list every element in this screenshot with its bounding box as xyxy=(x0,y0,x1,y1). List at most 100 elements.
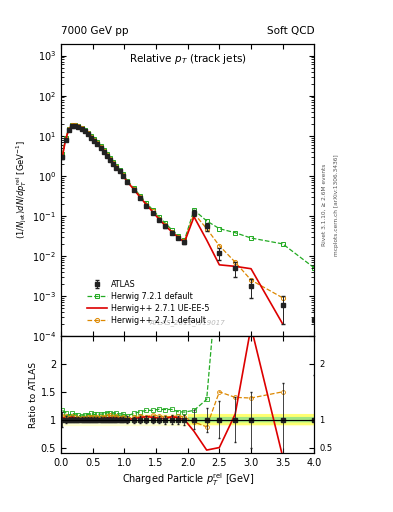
Herwig 7.2.1 default xyxy=(70,121,74,127)
Text: ATLAS_2011_I919017: ATLAS_2011_I919017 xyxy=(150,319,226,326)
Herwig++ 2.7.1 UE-EE-5 xyxy=(89,134,94,140)
Herwig++ 2.7.1 default xyxy=(108,156,112,162)
Herwig++ 2.7.1 UE-EE-5 xyxy=(70,122,74,129)
Herwig 7.2.1 default xyxy=(79,124,84,131)
Herwig++ 2.7.1 UE-EE-5 xyxy=(249,266,253,272)
Herwig++ 2.7.1 default xyxy=(163,222,168,228)
Herwig++ 2.7.1 default xyxy=(70,122,74,129)
Text: Relative $p_T$ (track jets): Relative $p_T$ (track jets) xyxy=(129,52,246,66)
Herwig 7.2.1 default xyxy=(66,125,71,132)
Herwig++ 2.7.1 UE-EE-5 xyxy=(79,125,84,132)
Herwig++ 2.7.1 default xyxy=(182,239,187,245)
Herwig 7.2.1 default xyxy=(114,162,119,168)
Herwig 7.2.1 default xyxy=(82,127,87,133)
Herwig 7.2.1 default xyxy=(73,121,77,127)
Herwig 7.2.1 default xyxy=(151,207,155,213)
Y-axis label: $(1/N_\mathrm{jet})dN/dp_T^\mathrm{rel}\ [\mathrm{GeV}^{-1}]$: $(1/N_\mathrm{jet})dN/dp_T^\mathrm{rel}\… xyxy=(15,140,29,239)
Herwig 7.2.1 default xyxy=(138,193,143,199)
Herwig++ 2.7.1 UE-EE-5 xyxy=(63,136,68,142)
Herwig 7.2.1 default xyxy=(157,214,162,220)
Herwig 7.2.1 default xyxy=(169,227,174,233)
Herwig++ 2.7.1 default xyxy=(249,277,253,283)
Bar xyxy=(251,414,283,425)
Herwig++ 2.7.1 UE-EE-5 xyxy=(233,263,237,269)
Herwig++ 2.7.1 default xyxy=(192,210,196,217)
Herwig 7.2.1 default xyxy=(105,151,109,157)
Herwig 7.2.1 default xyxy=(86,130,90,136)
Herwig++ 2.7.1 UE-EE-5 xyxy=(111,160,116,166)
Herwig++ 2.7.1 default xyxy=(144,202,149,208)
Herwig++ 2.7.1 default xyxy=(120,172,125,178)
Herwig 7.2.1 default xyxy=(117,167,122,173)
Herwig++ 2.7.1 UE-EE-5 xyxy=(176,234,180,241)
Herwig++ 2.7.1 UE-EE-5 xyxy=(95,141,100,147)
Herwig++ 2.7.1 UE-EE-5 xyxy=(217,262,222,268)
Herwig++ 2.7.1 UE-EE-5 xyxy=(163,223,168,229)
Herwig 7.2.1 default xyxy=(182,237,187,243)
Herwig++ 2.7.1 UE-EE-5 xyxy=(157,216,162,222)
Herwig 7.2.1 default xyxy=(144,200,149,206)
Herwig++ 2.7.1 UE-EE-5 xyxy=(105,152,109,158)
Herwig++ 2.7.1 UE-EE-5 xyxy=(76,123,81,130)
Herwig 7.2.1 default xyxy=(76,122,81,129)
Herwig 7.2.1 default xyxy=(101,147,106,153)
Legend: ATLAS, Herwig 7.2.1 default, Herwig++ 2.7.1 UE-EE-5, Herwig++ 2.7.1 default: ATLAS, Herwig 7.2.1 default, Herwig++ 2.… xyxy=(85,279,211,326)
Herwig 7.2.1 default xyxy=(95,139,100,145)
Herwig++ 2.7.1 default xyxy=(138,194,143,200)
Herwig 7.2.1 default xyxy=(125,178,130,184)
Herwig++ 2.7.1 UE-EE-5 xyxy=(86,131,90,137)
Bar xyxy=(251,417,283,422)
Herwig++ 2.7.1 default xyxy=(105,152,109,158)
Line: Herwig++ 2.7.1 default: Herwig++ 2.7.1 default xyxy=(61,123,285,300)
Herwig++ 2.7.1 default xyxy=(125,179,130,185)
Bar xyxy=(283,417,314,422)
Herwig++ 2.7.1 default xyxy=(233,259,237,265)
Herwig++ 2.7.1 UE-EE-5 xyxy=(144,202,149,208)
X-axis label: Charged Particle $p_T^\mathrm{rel}\ [\mathrm{GeV}]$: Charged Particle $p_T^\mathrm{rel}\ [\ma… xyxy=(121,471,254,487)
Herwig++ 2.7.1 UE-EE-5 xyxy=(192,214,196,220)
Bar xyxy=(188,417,219,422)
Herwig++ 2.7.1 UE-EE-5 xyxy=(280,321,285,327)
Herwig++ 2.7.1 default xyxy=(92,137,97,143)
Herwig++ 2.7.1 UE-EE-5 xyxy=(125,179,130,185)
Herwig 7.2.1 default xyxy=(233,230,237,236)
Herwig++ 2.7.1 UE-EE-5 xyxy=(101,148,106,154)
Herwig 7.2.1 default xyxy=(131,185,136,191)
Herwig++ 2.7.1 default xyxy=(73,122,77,129)
Herwig++ 2.7.1 default xyxy=(86,130,90,136)
Herwig++ 2.7.1 UE-EE-5 xyxy=(82,128,87,134)
Herwig++ 2.7.1 default xyxy=(89,134,94,140)
Herwig++ 2.7.1 UE-EE-5 xyxy=(169,229,174,235)
Herwig++ 2.7.1 default xyxy=(217,243,222,249)
Herwig 7.2.1 default xyxy=(192,207,196,213)
Herwig++ 2.7.1 UE-EE-5 xyxy=(92,137,97,143)
Herwig 7.2.1 default xyxy=(249,235,253,241)
Herwig++ 2.7.1 UE-EE-5 xyxy=(117,168,122,174)
Herwig++ 2.7.1 UE-EE-5 xyxy=(108,156,112,162)
Herwig++ 2.7.1 default xyxy=(117,167,122,174)
Herwig 7.2.1 default xyxy=(176,232,180,239)
Herwig 7.2.1 default xyxy=(280,241,285,247)
Herwig 7.2.1 default xyxy=(60,151,65,157)
Line: Herwig++ 2.7.1 UE-EE-5: Herwig++ 2.7.1 UE-EE-5 xyxy=(62,125,283,324)
Herwig 7.2.1 default xyxy=(217,226,222,232)
Herwig++ 2.7.1 UE-EE-5 xyxy=(114,164,119,170)
Herwig++ 2.7.1 default xyxy=(95,140,100,146)
Herwig++ 2.7.1 default xyxy=(157,216,162,222)
Bar xyxy=(283,414,314,425)
Herwig++ 2.7.1 default xyxy=(79,125,84,131)
Y-axis label: Ratio to ATLAS: Ratio to ATLAS xyxy=(29,361,38,428)
Herwig++ 2.7.1 UE-EE-5 xyxy=(66,126,71,133)
Herwig++ 2.7.1 UE-EE-5 xyxy=(131,186,136,193)
Herwig++ 2.7.1 UE-EE-5 xyxy=(151,209,155,215)
Herwig 7.2.1 default xyxy=(92,136,97,142)
Herwig 7.2.1 default xyxy=(111,159,116,165)
Text: Soft QCD: Soft QCD xyxy=(267,26,314,36)
Herwig++ 2.7.1 default xyxy=(82,127,87,134)
Herwig++ 2.7.1 default xyxy=(169,229,174,235)
Herwig++ 2.7.1 UE-EE-5 xyxy=(73,122,77,129)
Text: mcplots.cern.ch [arXiv:1306.3436]: mcplots.cern.ch [arXiv:1306.3436] xyxy=(334,154,339,255)
Herwig++ 2.7.1 default xyxy=(204,226,209,232)
Herwig++ 2.7.1 default xyxy=(60,153,65,159)
Herwig++ 2.7.1 default xyxy=(131,186,136,192)
